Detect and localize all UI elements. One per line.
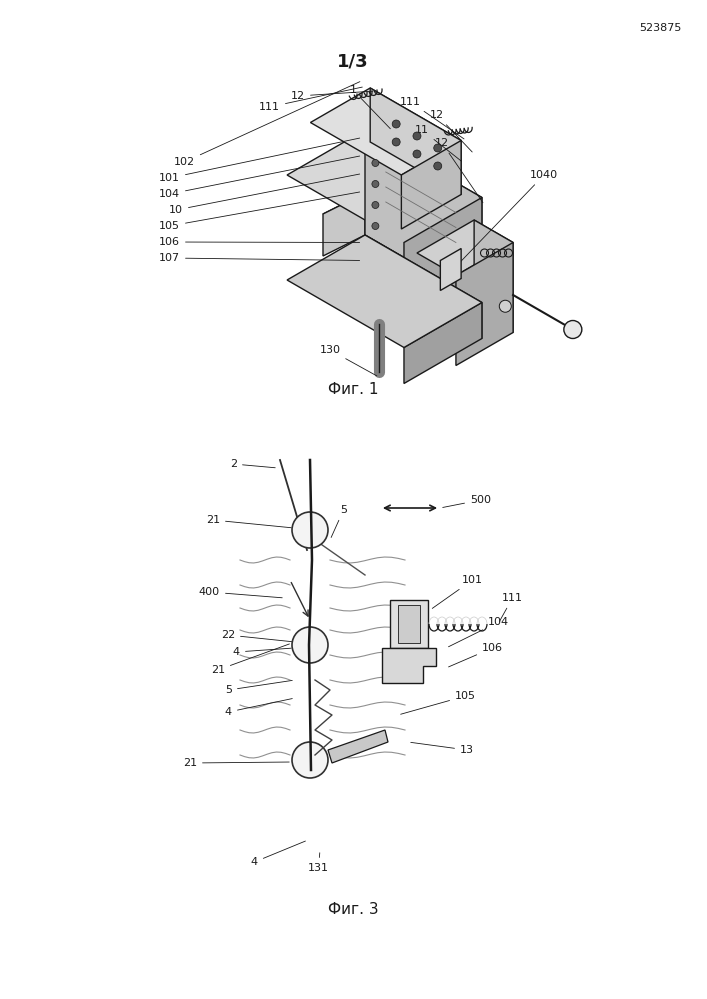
Text: 130: 130 — [320, 345, 377, 376]
Polygon shape — [310, 88, 461, 175]
Text: Фиг. 1: Фиг. 1 — [328, 383, 378, 398]
Text: 21: 21 — [206, 515, 291, 527]
Text: 111: 111 — [259, 87, 362, 112]
Text: 500: 500 — [443, 495, 491, 507]
Text: Фиг. 3: Фиг. 3 — [327, 902, 378, 917]
Circle shape — [372, 202, 379, 209]
Circle shape — [372, 181, 379, 188]
Text: 1/3: 1/3 — [337, 53, 369, 71]
Polygon shape — [435, 221, 477, 284]
Text: 12: 12 — [291, 91, 373, 101]
Text: 13: 13 — [411, 742, 474, 755]
Polygon shape — [370, 88, 461, 195]
Polygon shape — [456, 243, 513, 366]
Circle shape — [372, 223, 379, 230]
Text: 4: 4 — [233, 647, 291, 657]
Text: 105: 105 — [401, 691, 476, 714]
Text: 106: 106 — [448, 643, 503, 667]
Text: 22: 22 — [221, 630, 292, 641]
Polygon shape — [474, 220, 513, 333]
Bar — [390, 600, 428, 648]
Polygon shape — [404, 198, 482, 348]
Circle shape — [392, 120, 400, 128]
Polygon shape — [287, 235, 482, 348]
Text: 111: 111 — [499, 593, 523, 621]
Text: 2: 2 — [230, 459, 275, 469]
Bar — [398, 605, 420, 643]
Polygon shape — [382, 648, 436, 683]
Polygon shape — [440, 249, 461, 291]
Circle shape — [433, 144, 442, 152]
Polygon shape — [328, 730, 388, 763]
Circle shape — [292, 742, 328, 778]
Text: 107: 107 — [159, 253, 360, 263]
Polygon shape — [287, 130, 482, 243]
Text: 4: 4 — [225, 698, 292, 717]
Text: 1040: 1040 — [458, 170, 558, 265]
Circle shape — [433, 162, 442, 170]
Text: 4: 4 — [251, 841, 305, 867]
Polygon shape — [417, 220, 513, 276]
Text: 10: 10 — [169, 174, 360, 215]
Text: 105: 105 — [159, 192, 360, 231]
Text: 400: 400 — [199, 587, 282, 597]
Text: 21: 21 — [183, 758, 289, 768]
Circle shape — [499, 301, 511, 313]
Text: 5: 5 — [225, 680, 292, 695]
Text: 106: 106 — [159, 237, 360, 247]
Text: 104: 104 — [159, 156, 360, 199]
Text: 111: 111 — [400, 97, 464, 139]
Circle shape — [413, 150, 421, 158]
Circle shape — [372, 160, 379, 167]
Text: 523875: 523875 — [639, 23, 681, 33]
Circle shape — [392, 138, 400, 146]
Polygon shape — [402, 141, 461, 229]
Polygon shape — [365, 235, 482, 339]
Text: 12: 12 — [430, 110, 472, 152]
Circle shape — [413, 132, 421, 140]
Polygon shape — [365, 130, 482, 303]
Text: 5: 5 — [331, 505, 347, 537]
Text: 102: 102 — [174, 82, 360, 167]
Text: 1: 1 — [349, 85, 390, 129]
Polygon shape — [404, 303, 482, 384]
Circle shape — [564, 321, 582, 339]
Text: 101: 101 — [432, 575, 483, 608]
Polygon shape — [323, 193, 477, 242]
Text: 104: 104 — [448, 617, 509, 646]
Text: 21: 21 — [211, 644, 289, 675]
Circle shape — [292, 627, 328, 663]
Text: 12: 12 — [435, 138, 483, 203]
Text: 11: 11 — [415, 125, 462, 161]
Polygon shape — [323, 193, 365, 256]
Text: 131: 131 — [308, 853, 329, 873]
Circle shape — [292, 512, 328, 548]
Text: 101: 101 — [159, 138, 360, 183]
